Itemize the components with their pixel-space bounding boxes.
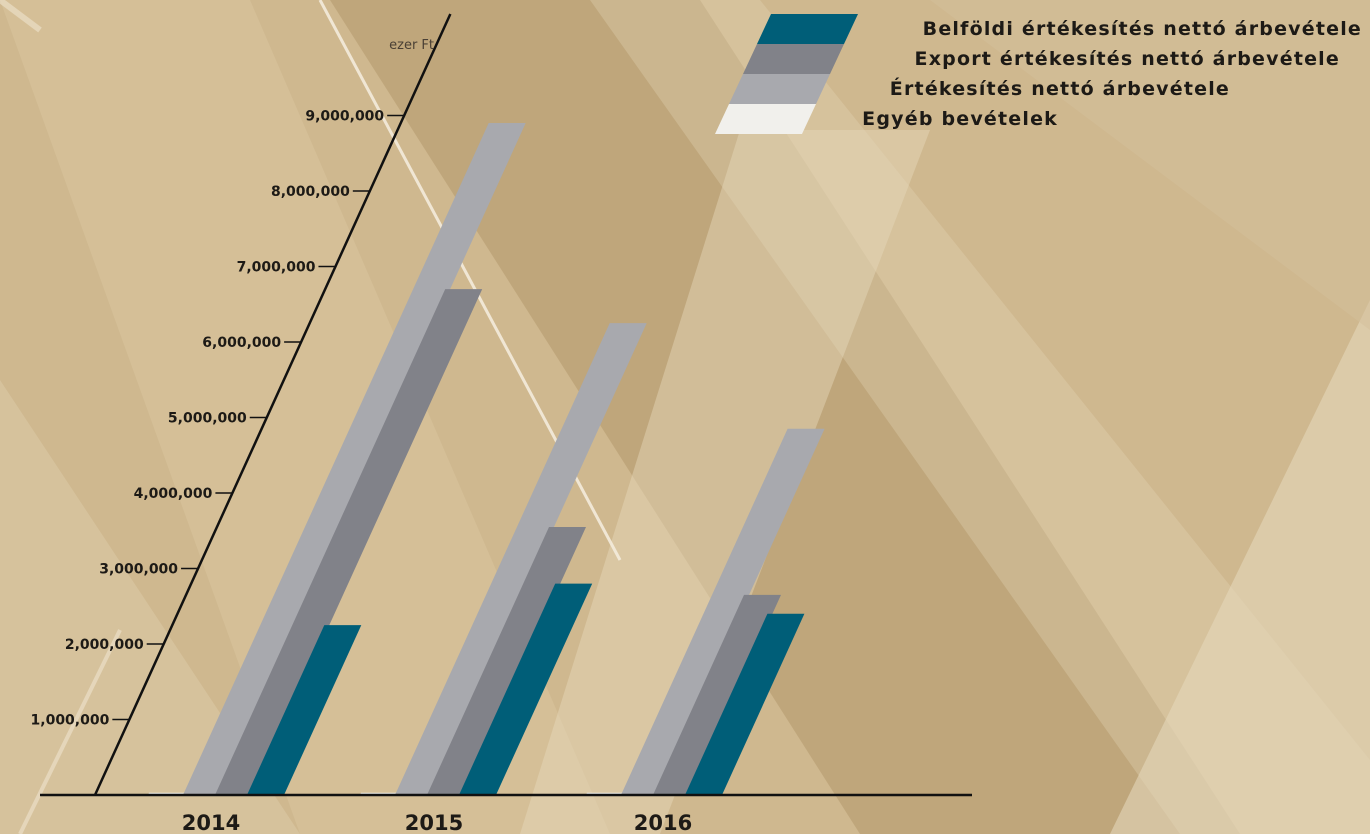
bg-diagonal-band [1110, 300, 1370, 834]
legend-swatch-egyeb-bevetelek [715, 104, 816, 134]
y-tick-label: 1,000,000 [31, 713, 110, 729]
bar-belfoldi-ertekesites-netto-arbevetele-2015 [459, 583, 593, 795]
x-tick-label-2015: 2015 [405, 811, 463, 834]
y-tick-label: 9,000,000 [305, 109, 384, 125]
bg-highlight-line [18, 629, 122, 834]
bg-diagonal-band [520, 130, 930, 834]
bar-ertekesites-netto-arbevetele-2015 [395, 323, 647, 795]
bar-belfoldi-ertekesites-netto-arbevetele-2014 [247, 625, 362, 795]
legend-swatch-export-ertekesites-netto-arbevetele [743, 44, 844, 74]
bar-ertekesites-netto-arbevetele-2016 [621, 428, 825, 795]
y-tick-label: 3,000,000 [99, 562, 178, 578]
x-tick-label-2014: 2014 [182, 811, 240, 834]
legend-swatch-belfoldi-ertekesites-netto-arbevetele [757, 14, 858, 44]
legend: Belföldi értékesítés nettó árbevétele Exp… [715, 14, 1362, 134]
axes-layer: 1,000,000 2,000,000 3,000,000 4,000,000 5,00… [31, 13, 972, 834]
bg-highlight-line [0, 0, 42, 33]
bg-diagonal-band [330, 0, 1240, 834]
y-tick-label: 8,000,000 [271, 184, 350, 200]
legend-swatch-ertekesites-netto-arbevetele [729, 74, 830, 104]
bar-export-ertekesites-netto-arbevetele-2014 [215, 289, 483, 795]
legend-label-egyeb-bevetelek: Egyéb bevételek [862, 108, 1058, 130]
y-axis-unit-label: ezer Ft [389, 38, 434, 53]
bg-diagonal-band [930, 0, 1370, 330]
legend-label-belfoldi-ertekesites-netto-arbevetele: Belföldi értékesítés nettó árbevétele [923, 18, 1362, 40]
legend-label-export-ertekesites-netto-arbevetele: Export értékesítés nettó árbevétele [915, 48, 1340, 70]
bars-layer [148, 123, 825, 795]
bg-diagonal-band [590, 0, 1370, 834]
y-tick-label: 4,000,000 [134, 486, 213, 502]
y-tick-label: 5,000,000 [168, 411, 247, 427]
bar-export-ertekesites-netto-arbevetele-2015 [427, 527, 586, 795]
bar-export-ertekesites-netto-arbevetele-2016 [653, 594, 781, 795]
legend-label-ertekesites-netto-arbevetele: Értékesítés nettó árbevétele [890, 77, 1230, 100]
y-tick-label: 6,000,000 [202, 335, 281, 351]
bar-belfoldi-ertekesites-netto-arbevetele-2016 [685, 613, 805, 795]
y-axis-line [93, 13, 452, 796]
y-tick-label: 2,000,000 [65, 637, 144, 653]
bg-diagonal-band [0, 0, 610, 834]
x-tick-label-2016: 2016 [634, 811, 692, 834]
bar-ertekesites-netto-arbevetele-2014 [183, 123, 526, 795]
y-tick-label: 7,000,000 [237, 260, 316, 276]
